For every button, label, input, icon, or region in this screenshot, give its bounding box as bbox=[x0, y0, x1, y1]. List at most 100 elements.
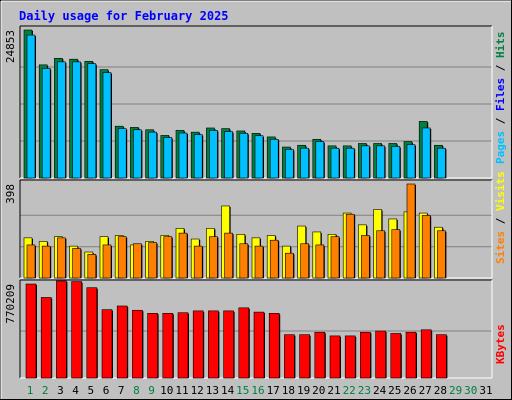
bar-kbytes bbox=[56, 280, 67, 379]
bar-sites bbox=[421, 215, 431, 279]
bar-sites bbox=[300, 243, 309, 279]
bar-kbytes bbox=[344, 335, 356, 379]
y-max-label: 770209 bbox=[4, 284, 17, 324]
bar-kbytes bbox=[223, 310, 234, 379]
x-tick-label: 31 bbox=[479, 384, 492, 397]
x-tick-label: 5 bbox=[87, 384, 94, 397]
bar-kbytes bbox=[238, 307, 250, 379]
bar-sites bbox=[285, 252, 294, 279]
y-label-hits: Hits bbox=[494, 32, 507, 59]
bar-files bbox=[178, 132, 188, 179]
bar-sites bbox=[345, 213, 355, 279]
y-label-kbytes: KBytes bbox=[494, 324, 507, 364]
panel-visits-sites: 398 Sites / Visits bbox=[4, 171, 507, 279]
bar-files bbox=[148, 131, 157, 179]
bar-files bbox=[361, 145, 370, 179]
bar-sites bbox=[330, 236, 340, 279]
bar-files bbox=[117, 128, 127, 179]
bar-sites bbox=[239, 243, 249, 279]
bar-kbytes bbox=[162, 313, 174, 379]
bar-kbytes bbox=[192, 310, 204, 379]
bar-sites bbox=[376, 230, 385, 279]
bar-sites bbox=[133, 243, 142, 279]
x-tick-label: 21 bbox=[327, 384, 340, 397]
x-tick-label: 18 bbox=[282, 384, 295, 397]
bar-kbytes bbox=[436, 334, 447, 379]
bar-files bbox=[391, 146, 401, 179]
x-tick-label: 9 bbox=[148, 384, 155, 397]
bar-sites bbox=[117, 236, 127, 279]
bar-files bbox=[57, 61, 66, 179]
bar-kbytes bbox=[375, 330, 386, 379]
x-tick-label: 19 bbox=[297, 384, 310, 397]
bar-sites bbox=[26, 244, 36, 279]
bar-files bbox=[330, 147, 340, 179]
bar-files bbox=[26, 34, 36, 179]
x-tick-label: 11 bbox=[175, 384, 188, 397]
x-tick-label: 6 bbox=[103, 384, 110, 397]
bar-files bbox=[193, 134, 203, 179]
bar-files bbox=[133, 129, 142, 179]
bar-sites bbox=[41, 245, 51, 279]
bar-sites bbox=[224, 232, 233, 279]
x-tick-label: 2 bbox=[42, 384, 49, 397]
bar-kbytes bbox=[253, 311, 265, 379]
x-tick-label: 24 bbox=[373, 384, 387, 397]
bar-sites bbox=[178, 232, 188, 279]
bar-sites bbox=[148, 242, 157, 279]
bar-sites bbox=[269, 239, 279, 279]
bar-files bbox=[102, 72, 112, 179]
x-tick-label: 30 bbox=[464, 384, 477, 397]
y-label-separator: / bbox=[494, 211, 507, 231]
bar-files bbox=[72, 61, 81, 179]
chart-title: Daily usage for February 2025 bbox=[19, 9, 229, 23]
bar-files bbox=[254, 135, 264, 179]
bar-kbytes bbox=[299, 334, 310, 379]
bar-kbytes bbox=[360, 331, 371, 379]
y-series-label: Sites / Visits bbox=[494, 171, 507, 264]
bar-sites bbox=[57, 237, 66, 279]
bar-files bbox=[285, 149, 294, 179]
bar-files bbox=[41, 68, 51, 179]
bar-files bbox=[269, 138, 279, 179]
bar-kbytes bbox=[268, 313, 280, 379]
bar-files bbox=[300, 147, 309, 179]
y-max-label: 398 bbox=[4, 184, 17, 204]
panel-hits-files-pages: 24853 Pages / Files / Hits bbox=[4, 25, 507, 179]
x-tick-label: 16 bbox=[251, 384, 264, 397]
bar-kbytes bbox=[284, 334, 295, 379]
bar-sites bbox=[406, 183, 416, 279]
bar-sites bbox=[163, 236, 173, 279]
x-tick-label: 28 bbox=[434, 384, 447, 397]
bar-files bbox=[163, 137, 173, 179]
y-max-label: 24853 bbox=[4, 30, 17, 63]
x-tick-label: 22 bbox=[343, 384, 356, 397]
bar-files bbox=[209, 130, 218, 179]
bar-kbytes bbox=[177, 312, 189, 379]
x-tick-label: 3 bbox=[57, 384, 64, 397]
bar-sites bbox=[72, 248, 81, 279]
bar-kbytes bbox=[86, 287, 98, 379]
bar-kbytes bbox=[420, 329, 432, 379]
bar-files bbox=[437, 147, 446, 179]
bar-kbytes bbox=[40, 297, 52, 379]
bar-kbytes bbox=[208, 310, 219, 379]
x-tick-label: 4 bbox=[72, 384, 79, 397]
bar-kbytes bbox=[147, 313, 158, 379]
x-tick-label: 23 bbox=[358, 384, 371, 397]
panel-kbytes: 770209 KBytes bbox=[4, 279, 507, 379]
x-tick-label: 13 bbox=[206, 384, 219, 397]
bar-sites bbox=[315, 244, 325, 279]
bar-kbytes bbox=[390, 333, 402, 379]
bar-kbytes bbox=[132, 309, 143, 379]
bar-kbytes bbox=[405, 331, 417, 379]
bar-kbytes bbox=[329, 335, 341, 379]
bar-kbytes bbox=[101, 309, 113, 379]
bar-sites bbox=[102, 244, 112, 279]
bar-files bbox=[315, 141, 325, 179]
x-tick-label: 20 bbox=[312, 384, 325, 397]
bar-files bbox=[376, 145, 385, 179]
x-tick-label: 27 bbox=[419, 384, 432, 397]
bar-sites bbox=[254, 245, 264, 279]
y-series-label: Pages / Files / Hits bbox=[494, 32, 507, 165]
